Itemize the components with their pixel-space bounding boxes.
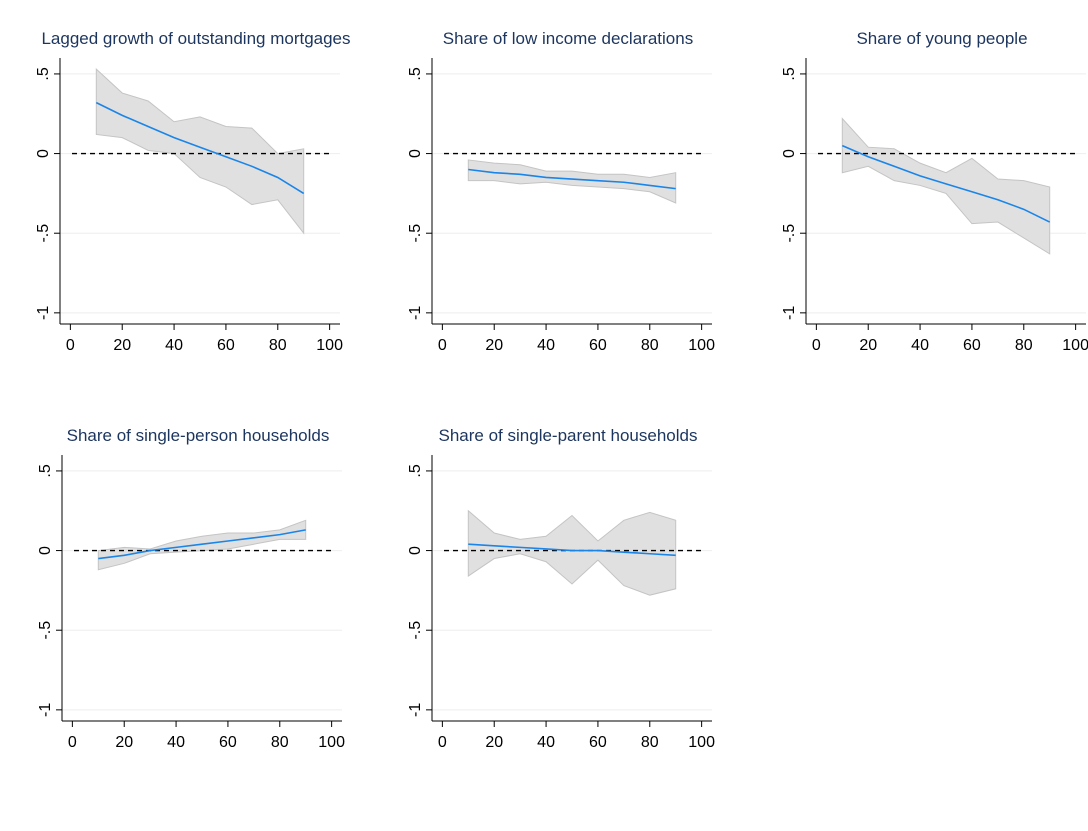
panel-title: Share of single-parent households	[439, 426, 698, 445]
x-tick-label: 100	[316, 337, 343, 354]
estimate-line	[468, 168, 676, 190]
panel-title: Share of low income declarations	[443, 29, 693, 48]
y-tick-label: -.5	[407, 224, 424, 243]
y-tick-label: -1	[407, 306, 424, 320]
x-tick-label: 20	[115, 734, 133, 751]
x-tick-label: 100	[318, 734, 345, 751]
y-tick-label: -.5	[35, 224, 52, 243]
confidence-band	[95, 68, 305, 235]
x-tick-label: 40	[911, 337, 929, 354]
estimate-line	[468, 543, 676, 557]
x-tick-label: 0	[68, 734, 77, 751]
panel-title: Share of single-person households	[67, 426, 330, 445]
y-tick-label: -1	[407, 703, 424, 717]
x-tick-label: 80	[271, 734, 289, 751]
x-tick-label: 60	[589, 734, 607, 751]
x-tick-label: 0	[812, 337, 821, 354]
x-tick-label: 40	[537, 734, 555, 751]
x-tick-label: 20	[485, 337, 503, 354]
x-tick-label: 80	[1015, 337, 1033, 354]
y-tick-label: -.5	[781, 224, 798, 243]
x-tick-label: 20	[859, 337, 877, 354]
y-tick-label: .5	[407, 67, 424, 80]
estimate-line	[95, 101, 305, 195]
x-tick-label: 60	[963, 337, 981, 354]
estimate-line	[841, 144, 1051, 223]
y-tick-label: -1	[35, 306, 52, 320]
confidence-band	[841, 117, 1051, 255]
y-tick-label: .5	[781, 67, 798, 80]
x-tick-label: 80	[269, 337, 287, 354]
y-tick-label: .5	[407, 464, 424, 477]
x-tick-label: 60	[217, 337, 235, 354]
x-tick-label: 0	[438, 734, 447, 751]
x-tick-label: 100	[688, 337, 715, 354]
y-tick-label: 0	[407, 149, 424, 158]
x-tick-label: 20	[113, 337, 131, 354]
confidence-band	[467, 509, 677, 596]
y-tick-label: -.5	[407, 621, 424, 640]
x-tick-label: 40	[537, 337, 555, 354]
x-tick-label: 80	[641, 337, 659, 354]
panel-title: Share of young people	[856, 29, 1027, 48]
y-tick-label: .5	[37, 464, 54, 477]
y-tick-label: -1	[37, 703, 54, 717]
y-tick-label: 0	[35, 149, 52, 158]
y-tick-label: 0	[407, 546, 424, 555]
x-tick-label: 20	[485, 734, 503, 751]
x-tick-label: 80	[641, 734, 659, 751]
confidence-band	[467, 159, 677, 204]
y-tick-label: 0	[37, 546, 54, 555]
y-tick-label: -.5	[37, 621, 54, 640]
x-tick-label: 100	[1062, 337, 1088, 354]
panel-title: Lagged growth of outstanding mortgages	[41, 29, 350, 48]
x-tick-label: 60	[589, 337, 607, 354]
y-tick-label: .5	[35, 67, 52, 80]
y-tick-label: 0	[781, 149, 798, 158]
estimate-line	[98, 529, 306, 560]
x-tick-label: 100	[688, 734, 715, 751]
x-tick-label: 0	[66, 337, 75, 354]
x-tick-label: 0	[438, 337, 447, 354]
y-tick-label: -1	[781, 306, 798, 320]
x-tick-label: 60	[219, 734, 237, 751]
x-tick-label: 40	[165, 337, 183, 354]
x-tick-label: 40	[167, 734, 185, 751]
